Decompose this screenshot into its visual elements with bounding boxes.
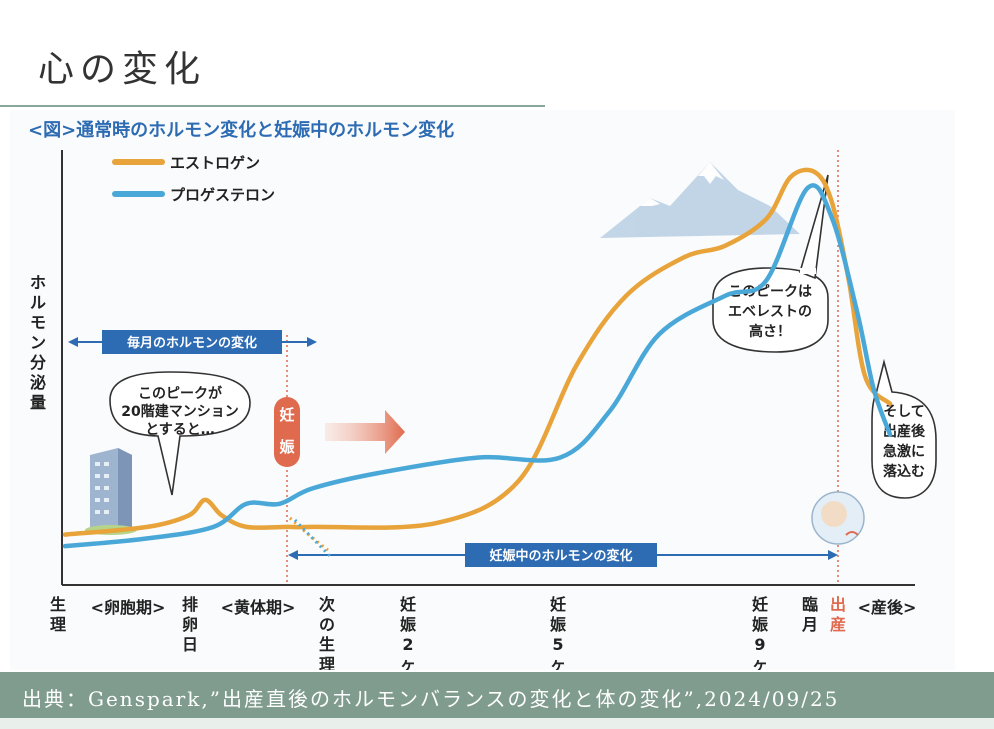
series-layer xyxy=(62,167,893,558)
building-illustration xyxy=(85,448,137,535)
pregnancy-range-label: 妊娠中のホルモンの変化 xyxy=(489,548,632,564)
callout-drop-line: そして xyxy=(883,404,925,420)
pregnancy-range: 妊娠中のホルモンの変化 xyxy=(288,543,838,567)
monthly-range: 毎月のホルモンの変化 xyxy=(68,330,317,354)
callout-everest: このピークは エベレストの 高さ！ xyxy=(712,174,829,353)
x-tick-label: 妊娠5ヶ月 xyxy=(549,595,567,670)
pregnancy-marker-char: 妊 xyxy=(279,406,294,424)
progesterone-drop-dotted xyxy=(293,518,332,558)
hormone-chart: <図>通常時のホルモン変化と妊娠中のホルモン変化 エストロゲン プロゲステロン xyxy=(28,119,937,670)
callout-drop-line: 出産後 xyxy=(883,423,926,440)
monthly-range-label: 毎月のホルモンの変化 xyxy=(127,335,257,351)
x-tick-label: 次の生理 xyxy=(319,595,335,670)
legend-estrogen-label: エストロゲン xyxy=(170,154,260,172)
callout-everest-line: 高さ！ xyxy=(749,323,791,340)
title-divider xyxy=(0,105,545,107)
x-tick-label: 妊娠9ヶ月 xyxy=(751,595,769,670)
chart-title: <図>通常時のホルモン変化と妊娠中のホルモン変化 xyxy=(28,119,454,141)
x-tick-label: 生理 xyxy=(50,595,66,634)
mountain-illustration xyxy=(600,162,800,238)
callout-everest-line: このピークは xyxy=(728,284,812,300)
x-tick-label: <黄体期> xyxy=(221,598,296,617)
footer-bar: 出典：Genspark,”出産直後のホルモンバランスの変化と体の変化”,2024… xyxy=(0,672,994,718)
pregnancy-marker: 妊 娠 xyxy=(274,397,300,467)
callout-drop-line: 急激に xyxy=(883,443,925,460)
x-tick-label: 排卵日 xyxy=(182,595,198,654)
x-tick-label: 出産 xyxy=(830,595,846,634)
callout-everest-line: エベレストの xyxy=(728,304,812,320)
callout-building-line: とすると… xyxy=(145,422,215,438)
callout-drop-line: 落込む xyxy=(883,463,925,480)
callout-building-line: このピークが xyxy=(138,385,223,402)
progress-arrow xyxy=(325,410,405,454)
series-line-progesterone xyxy=(62,183,893,549)
figure-panel: <図>通常時のホルモン変化と妊娠中のホルモン変化 エストロゲン プロゲステロン xyxy=(10,110,955,670)
source-citation: 出典：Genspark,”出産直後のホルモンバランスの変化と体の変化”,2024… xyxy=(22,687,840,711)
series-line-estrogen xyxy=(62,167,893,537)
callout-building-line: 20階建マンション xyxy=(121,403,238,420)
x-tick-label: 臨月 xyxy=(801,595,818,634)
slide-title: 心の変化 xyxy=(38,49,207,90)
callout-building: このピークが 20階建マンション とすると… xyxy=(109,371,251,496)
baby-illustration xyxy=(811,491,865,545)
x-tick-label: <卵胞期> xyxy=(91,598,166,617)
x-tick-label: <産後> xyxy=(858,598,917,617)
callout-drop: そして 出産後 急激に 落込む xyxy=(871,358,937,499)
footer-rule xyxy=(0,718,994,729)
pregnancy-marker-char: 娠 xyxy=(279,438,295,456)
legend: エストロゲン プロゲステロン xyxy=(112,154,275,204)
y-axis-label: ホルモン分泌量 xyxy=(30,273,46,412)
legend-progesterone-label: プロゲステロン xyxy=(170,186,275,204)
x-tick-label: 妊娠2ヶ月 xyxy=(399,595,417,670)
